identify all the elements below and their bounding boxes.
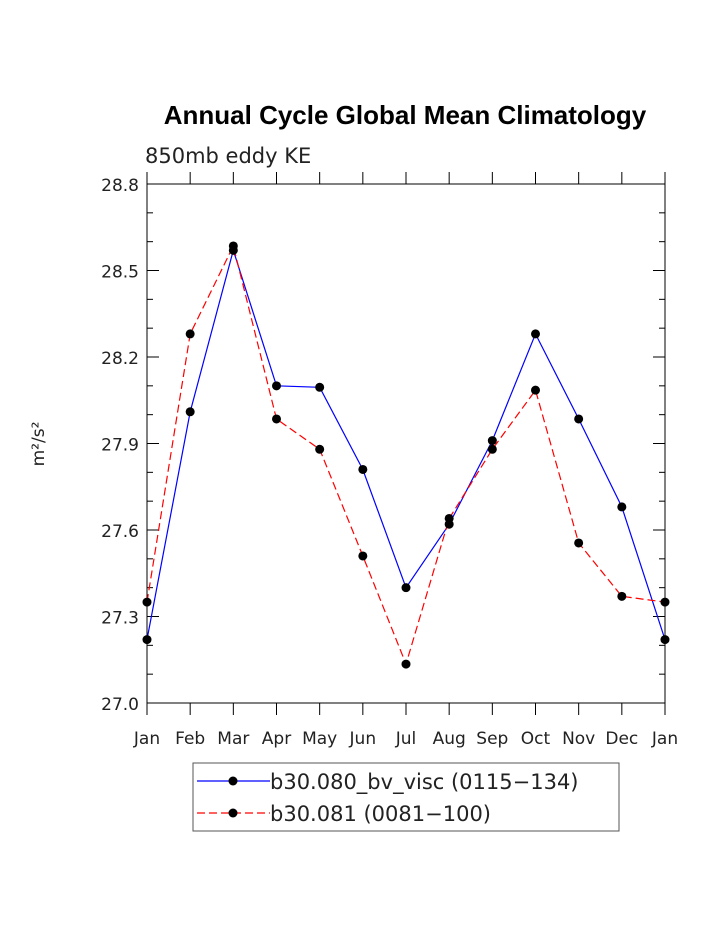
legend-marker-2	[228, 808, 238, 818]
series-1-point	[401, 583, 411, 593]
x-tick-label: Mar	[217, 729, 249, 749]
series-2-point	[358, 551, 368, 561]
x-tick-label: Jan	[133, 729, 160, 749]
series-line-2	[146, 244, 666, 666]
series-line-1	[146, 248, 666, 640]
x-tick-label: Aug	[433, 729, 466, 749]
x-tick-label: May	[302, 729, 337, 749]
series-1-point	[185, 407, 195, 417]
series-1-point	[660, 635, 670, 645]
x-tick-label: Nov	[562, 729, 595, 749]
series-1-point	[358, 464, 368, 474]
y-tick-label: 28.8	[101, 176, 139, 196]
x-tick-label: Jun	[349, 729, 377, 749]
y-tick-label: 27.9	[101, 436, 139, 456]
series-2-point	[185, 329, 195, 339]
y-tick-label: 27.0	[101, 695, 139, 715]
series-2-point	[272, 414, 281, 424]
plot-frame	[146, 183, 666, 704]
series-1-point	[531, 329, 540, 339]
series-1-point	[142, 635, 152, 645]
y-tick-label: 28.2	[101, 349, 139, 369]
y-tick-label: 28.5	[101, 263, 139, 283]
chart-subtitle: 850mb eddy KE	[145, 144, 311, 168]
series-1-point	[574, 414, 584, 424]
x-tick-label: Feb	[175, 729, 205, 749]
series-2-point	[444, 513, 454, 523]
series-2-point	[315, 444, 325, 454]
series-2-point	[574, 538, 584, 548]
series-2-point	[617, 591, 627, 601]
plot-area: 27.0 27.3 27.6 27.9 28.2 28.5 28.8 Jan Feb Mar Apr…	[101, 172, 678, 749]
series-2-point	[401, 659, 411, 669]
x-tick-label: Sep	[476, 729, 508, 749]
series-1-point	[272, 381, 281, 391]
series-2-point	[142, 597, 152, 607]
y-tick-label: 27.6	[101, 522, 139, 542]
series-1-point	[487, 436, 497, 446]
legend-marker-1	[228, 776, 238, 786]
x-tick-label: Dec	[605, 729, 638, 749]
x-tick-label: Oct	[521, 729, 551, 749]
y-axis-label: m²/s²	[29, 422, 49, 467]
series-2-point	[531, 385, 540, 395]
x-tick-label: Apr	[262, 729, 291, 749]
y-tick-label: 27.3	[101, 609, 139, 629]
series-2-point	[660, 597, 670, 607]
legend-box	[192, 762, 620, 832]
series-1-point	[617, 502, 627, 512]
x-tick-label: Jan	[651, 729, 678, 749]
chart-title: Annual Cycle Global Mean Climatology	[164, 100, 647, 130]
legend-label-2: b30.081 (0081−100)	[270, 802, 491, 826]
series-2-point	[487, 444, 497, 454]
x-tick-label: Jul	[395, 729, 417, 749]
legend-label-1: b30.080_bv_visc (0115−134)	[270, 770, 579, 795]
series-1-point	[315, 382, 325, 392]
legend: b30.080_bv_visc (0115−134) b30.081 (0081−…	[192, 762, 620, 832]
series-2-point	[228, 241, 238, 251]
